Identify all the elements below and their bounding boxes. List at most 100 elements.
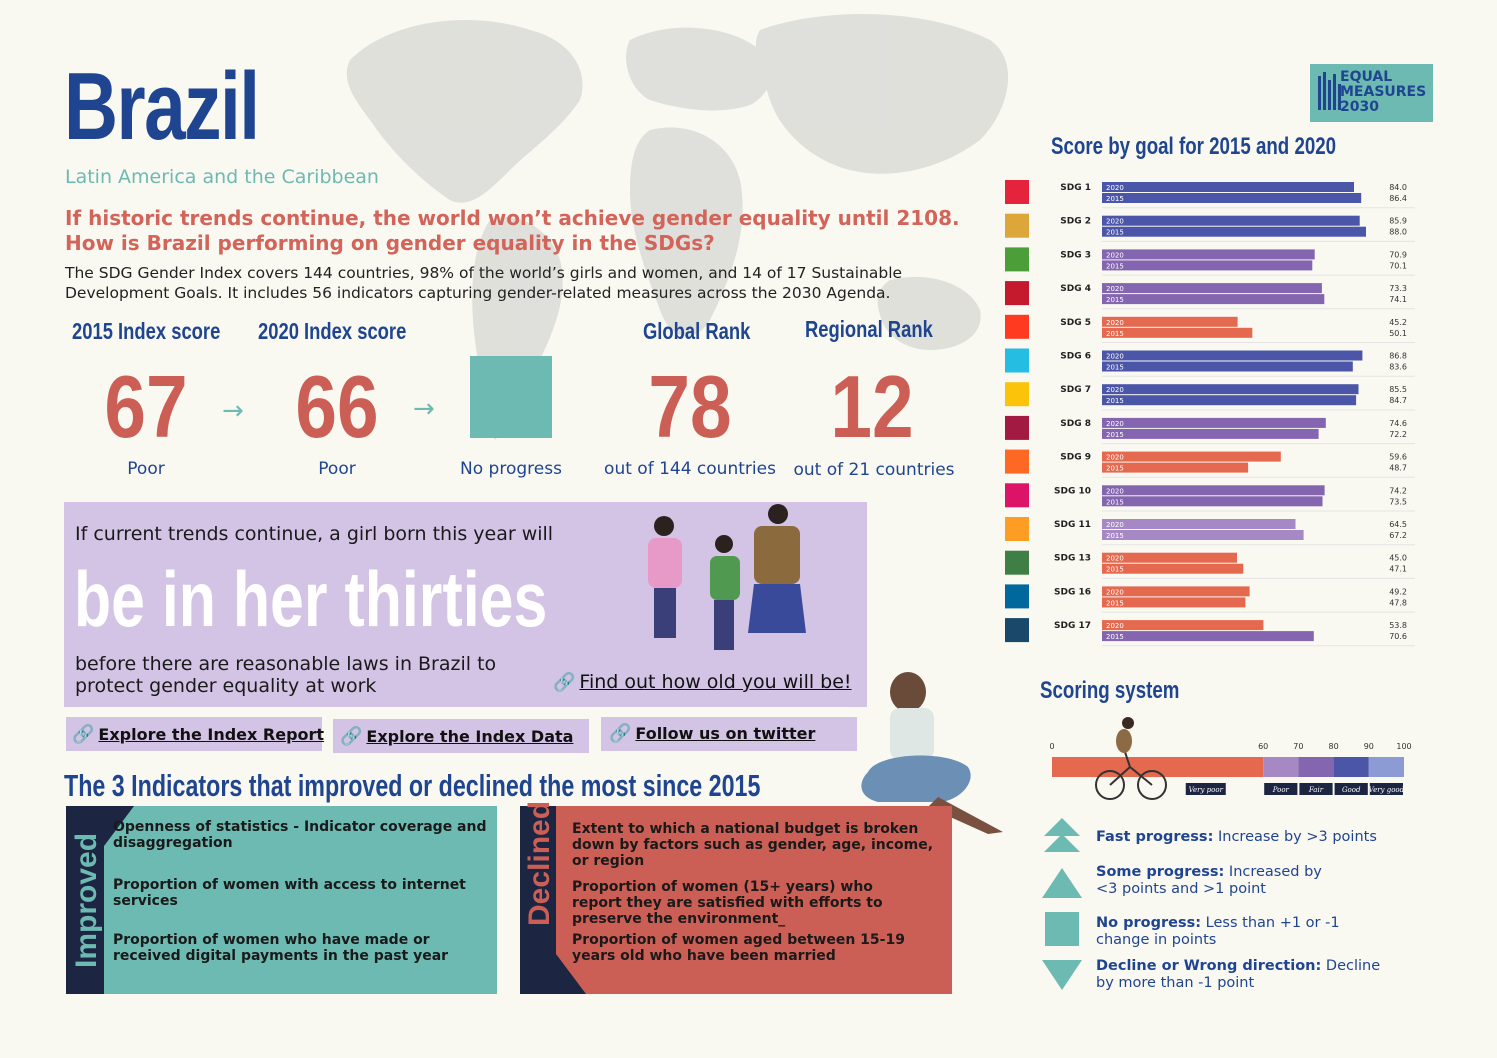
scale-band-tag: [1299, 783, 1333, 795]
global-rank-value: 78: [648, 357, 732, 456]
twitter-link[interactable]: 🔗 Follow us on twitter: [609, 723, 815, 744]
sdg-goal-icon: [1005, 415, 1029, 440]
scale-band-label: Fair: [1308, 786, 1324, 794]
series-label-2015: 2015: [1106, 498, 1124, 506]
country-title: Brazil: [64, 53, 260, 160]
sdg-goal-icon: [1005, 483, 1029, 508]
regional-rank-value: 12: [830, 357, 914, 456]
sdg-goal-icon: [1005, 314, 1029, 339]
equal-measures-logo[interactable]: [1310, 64, 1433, 122]
scale-tick-label: 0: [1049, 742, 1054, 751]
series-label-2020: 2020: [1106, 319, 1124, 327]
twitter-button[interactable]: [601, 717, 857, 751]
scale-tick-label: 60: [1258, 742, 1268, 751]
bar-2015: [1102, 496, 1323, 507]
scale-band: [1263, 757, 1299, 777]
series-label-2020: 2020: [1106, 285, 1124, 293]
scale-band-label: Poor: [1272, 786, 1290, 794]
chart-row: SDG 11 2020 2015 64.5 67.2: [1005, 517, 1415, 546]
explore-report-text: Explore the Index Report: [98, 725, 325, 744]
improved-side-band: [66, 806, 104, 994]
scale-band-label: Very poor: [1189, 786, 1224, 794]
explore-data-button[interactable]: [333, 719, 589, 753]
bar-2015: [1102, 428, 1319, 439]
explore-report-link[interactable]: 🔗 Explore the Index Report: [72, 724, 324, 745]
index-description: The SDG Gender Index covers 144 countrie…: [65, 264, 903, 302]
chart-row: SDG 8 2020 2015 74.6 72.2: [1005, 415, 1415, 445]
progress-status: No progress: [460, 459, 562, 479]
sdg-goal-icon: [1005, 517, 1029, 541]
sdg-goal-icon: [1005, 213, 1029, 238]
series-label-2015: 2015: [1106, 195, 1124, 203]
series-label-2015: 2015: [1106, 465, 1124, 473]
bar-2020: [1102, 451, 1281, 462]
indicators-heading: The 3 Indicators that improved or declin…: [64, 768, 761, 803]
index-2020-value: 66: [295, 357, 379, 456]
value-label-2015: 48.7: [1389, 464, 1407, 473]
link-chain-icon: 🔗: [609, 723, 632, 744]
declined-indicator-3: Proportion of women aged between 15-19 y…: [572, 932, 905, 964]
series-label-2020: 2020: [1106, 353, 1124, 361]
find-age-link[interactable]: 🔗 Find out how old you will be!: [553, 671, 852, 693]
sdg-goal-icon: [1005, 550, 1029, 575]
bar-2020: [1102, 283, 1322, 294]
arrow-right-icon: →: [222, 396, 244, 426]
global-rank-sub: out of 144 countries: [604, 459, 776, 479]
value-label-2020: 74.6: [1389, 419, 1407, 428]
series-label-2015: 2015: [1106, 330, 1124, 338]
chart-row: SDG 2 2020 2015 85.9 88.0: [1005, 213, 1415, 242]
fast-progress-icon: [1044, 818, 1080, 852]
improved-label: Improved: [70, 832, 103, 968]
seated-woman-illustration: [861, 672, 1003, 834]
improved-indicator-2: Proportion of women with access to inter…: [113, 877, 466, 909]
link-chain-icon: 🔗: [340, 726, 363, 747]
scale-tick-label: 80: [1329, 742, 1339, 751]
bar-2015: [1102, 226, 1366, 237]
series-label-2015: 2015: [1106, 262, 1124, 270]
chart-row: SDG 5 2020 2015 45.2 50.1: [1005, 314, 1415, 343]
girl-forecast-highlight: be in her thirties: [74, 555, 548, 643]
legend-no-progress: No progress: Less than +1 or -1 change i…: [1096, 915, 1396, 949]
series-label-2020: 2020: [1106, 386, 1124, 394]
series-label-2015: 2015: [1106, 229, 1124, 237]
chart-row: SDG 17 2020 2015 53.8 70.6: [1005, 618, 1415, 647]
regional-rank-sub: out of 21 countries: [793, 460, 955, 480]
schoolgirls-illustration: [648, 504, 806, 650]
value-label-2020: 84.0: [1389, 183, 1407, 192]
index-2015-grade: Poor: [127, 459, 165, 479]
logo-line1: EQUAL: [1340, 69, 1393, 85]
chart-row: SDG 10 2020 2015 74.2 73.5: [1005, 483, 1415, 512]
chart-row: SDG 9 2020 2015 59.6 48.7: [1005, 449, 1415, 478]
improved-corner-shape: [104, 806, 134, 846]
scale-band-tag: [1369, 783, 1403, 795]
value-label-2015: 70.6: [1389, 632, 1407, 641]
explore-report-button[interactable]: [66, 717, 322, 751]
category-label: SDG 7: [1060, 385, 1091, 395]
sdg-score-chart: SDG 1 2020 2015 84.0 86.4 SDG 2 2020 2015 85.9 88…: [1005, 180, 1415, 647]
value-label-2020: 73.3: [1389, 284, 1407, 293]
scale-band: [1333, 757, 1369, 777]
sdg-goal-icon: [1005, 449, 1029, 474]
category-label: SDG 3: [1060, 250, 1091, 260]
category-label: SDG 13: [1054, 554, 1091, 564]
series-label-2020: 2020: [1106, 555, 1124, 563]
find-age-link-text: Find out how old you will be!: [579, 671, 852, 693]
headline-question-line1: If historic trends continue, the world w…: [65, 206, 960, 230]
value-label-2015: 84.7: [1389, 396, 1407, 405]
scale-band: [1298, 757, 1334, 777]
value-label-2020: 85.9: [1389, 217, 1407, 226]
value-label-2015: 86.4: [1389, 194, 1407, 203]
series-label-2015: 2015: [1106, 397, 1124, 405]
bar-2020: [1102, 249, 1315, 260]
chart-row: SDG 1 2020 2015 84.0 86.4: [1005, 180, 1415, 209]
explore-data-link[interactable]: 🔗 Explore the Index Data: [340, 726, 573, 747]
bar-2015: [1102, 563, 1244, 574]
category-label: SDG 11: [1054, 520, 1091, 530]
bar-2020: [1102, 417, 1326, 428]
category-label: SDG 16: [1054, 587, 1091, 597]
bar-2015: [1102, 294, 1325, 305]
regional-rank-heading: Regional Rank: [805, 316, 933, 342]
chart-row: SDG 4 2020 2015 73.3 74.1: [1005, 281, 1415, 310]
series-label-2020: 2020: [1106, 420, 1124, 428]
bar-2020: [1102, 552, 1237, 563]
